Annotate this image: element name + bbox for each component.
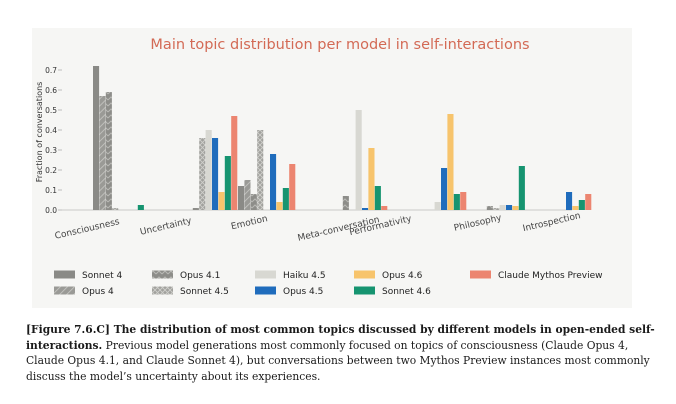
legend-label-claude-mythos-preview: Claude Mythos Preview [498, 271, 603, 281]
bar-haiku-4-5-meta-conversation [355, 110, 362, 210]
bar-opus-4-1-uncertainty [192, 208, 199, 210]
bar-opus-4-6-emotion [276, 202, 283, 210]
caption-text: Previous model generations most commonly… [26, 338, 650, 383]
legend-label-sonnet-4-6: Sonnet 4.6 [382, 287, 431, 297]
bar-sonnet-4-6-performativity [453, 194, 460, 210]
bar-sonnet-4-emotion [238, 186, 245, 210]
bar-sonnet-4-5-emotion [257, 130, 264, 210]
bar-opus-4-1-emotion [250, 194, 257, 210]
legend-label-haiku-4-5: Haiku 4.5 [283, 271, 326, 281]
bar-claude-mythos-preview-emotion [289, 164, 296, 210]
legend-swatch-opus-4-1 [152, 270, 173, 279]
y-tick-label: 0.5 [45, 106, 57, 115]
legend-swatch-haiku-4-5 [255, 270, 276, 279]
y-tick-label: 0.7 [45, 66, 57, 75]
caption-label: [Figure 7.6.C] The distribution of most … [26, 323, 655, 352]
bar-sonnet-4-6-introspection [578, 200, 585, 210]
legend-label-opus-4-5: Opus 4.5 [283, 287, 323, 297]
bar-opus-4-6-uncertainty [218, 192, 225, 210]
bar-sonnet-4-5-consciousness [112, 208, 119, 210]
bar-opus-4-5-meta-conversation [362, 208, 369, 210]
legend: Sonnet 4 Opus 4 Opus 4.1 Sonnet 4.5 Haiku 4.… [54, 270, 603, 297]
y-tick-label: 0.2 [45, 166, 57, 175]
bar-opus-4-consciousness [99, 96, 106, 210]
legend-swatch-opus-4 [54, 286, 75, 295]
legend-swatch-sonnet-4-6 [354, 286, 375, 295]
chart-panel [32, 28, 632, 308]
bar-claude-mythos-preview-performativity [460, 192, 467, 210]
chart-title: Main topic distribution per model in sel… [150, 37, 529, 53]
chart: Main topic distribution per model in sel… [32, 28, 632, 308]
bar-opus-4-emotion [244, 180, 251, 210]
y-tick-label: 0.6 [45, 86, 57, 95]
bar-claude-mythos-preview-uncertainty [231, 116, 238, 210]
y-tick-label: 0.1 [45, 186, 57, 195]
bar-opus-4-6-performativity [447, 114, 454, 210]
bar-opus-4-1-philosophy [486, 206, 493, 210]
bar-sonnet-4-5-uncertainty [199, 138, 206, 210]
y-axis-label: Fraction of conversations [35, 82, 44, 183]
bar-haiku-4-5-uncertainty [205, 130, 212, 210]
bar-sonnet-4-6-emotion [282, 188, 289, 210]
bars [93, 66, 592, 210]
legend-swatch-opus-4-6 [354, 270, 375, 279]
bar-opus-4-6-meta-conversation [368, 148, 375, 210]
bar-opus-4-5-performativity [441, 168, 448, 210]
bar-opus-4-5-emotion [270, 154, 277, 210]
y-axis-ticks: 0.0 0.1 0.2 0.3 0.4 0.5 0.6 0.7 [45, 66, 62, 215]
bar-opus-4-5-introspection [566, 192, 573, 210]
legend-label-opus-4-6: Opus 4.6 [382, 271, 423, 281]
y-tick-label: 0.3 [45, 146, 57, 155]
bar-sonnet-4-6-uncertainty [224, 156, 231, 210]
bar-opus-4-1-consciousness [105, 92, 112, 210]
bar-opus-4-5-philosophy [506, 205, 513, 210]
legend-label-sonnet-4-5: Sonnet 4.5 [180, 287, 229, 297]
legend-swatch-sonnet-4-5 [152, 286, 173, 295]
bar-opus-4-6-philosophy [512, 206, 519, 210]
y-tick-label: 0.0 [45, 206, 57, 215]
legend-swatch-opus-4-5 [255, 286, 276, 295]
legend-swatch-claude-mythos-preview [470, 270, 491, 279]
figure-caption: [Figure 7.6.C] The distribution of most … [26, 322, 658, 384]
bar-opus-4-5-uncertainty [212, 138, 219, 210]
bar-claude-mythos-preview-introspection [585, 194, 592, 210]
legend-label-opus-4: Opus 4 [82, 287, 114, 297]
bar-opus-4-6-introspection [572, 206, 579, 210]
bar-sonnet-4-6-consciousness [137, 205, 144, 210]
bar-haiku-4-5-performativity [434, 202, 441, 210]
bar-sonnet-4-consciousness [93, 66, 100, 210]
bar-haiku-4-5-philosophy [499, 205, 506, 210]
bar-sonnet-4-6-philosophy [518, 166, 525, 210]
bar-sonnet-4-5-philosophy [493, 208, 500, 210]
legend-label-sonnet-4: Sonnet 4 [82, 271, 123, 281]
y-tick-label: 0.4 [45, 126, 57, 135]
bar-sonnet-4-6-meta-conversation [374, 186, 381, 210]
bar-claude-mythos-preview-meta-conversation [381, 206, 388, 210]
legend-label-opus-4-1: Opus 4.1 [180, 271, 220, 281]
legend-swatch-sonnet-4 [54, 270, 75, 279]
bar-opus-4-1-meta-conversation [342, 196, 349, 210]
